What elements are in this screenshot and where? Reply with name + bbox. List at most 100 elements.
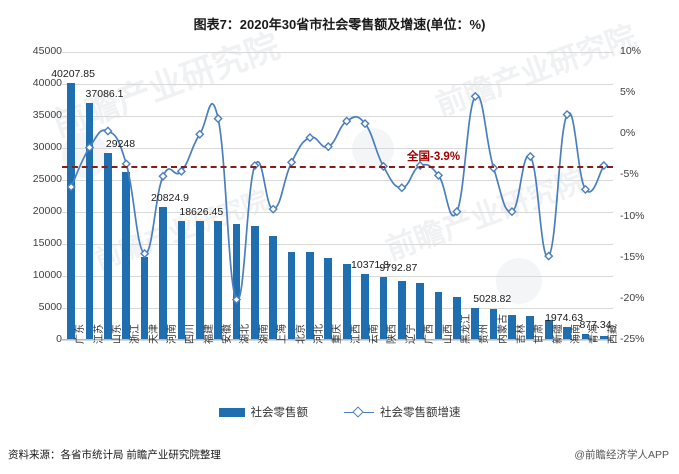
line-marker[interactable]: 甘肃: -2.7%	[525, 151, 535, 162]
x-axis-label: 云南	[369, 324, 381, 344]
x-axis-label: 青海	[589, 324, 601, 344]
bar[interactable]	[195, 220, 204, 340]
line-marker[interactable]: 天津: -14.5%	[140, 249, 150, 259]
bar[interactable]	[250, 226, 259, 340]
bar[interactable]	[471, 307, 480, 340]
line-marker[interactable]: 山西: -5%	[433, 170, 444, 181]
line-marker[interactable]: 广东: -6.4%	[66, 182, 76, 192]
line-marker[interactable]: 重庆: -1.5%	[323, 142, 333, 152]
line-marker[interactable]: 北京: -3.4%	[286, 157, 297, 167]
x-axis-label: 吉林	[515, 324, 527, 344]
bar-value-label: 9792.87	[379, 262, 418, 275]
legend-item-line[interactable]: 社会零售额增速	[344, 404, 461, 420]
bar[interactable]	[306, 252, 314, 340]
line-marker[interactable]: 湖北: -20.1%	[231, 295, 242, 305]
legend-label-bar: 社会零售额	[250, 407, 309, 419]
line-series: 广东: -6.4%江苏: -1.6%山东: 0.4%浙江: -3.6%天津: -…	[66, 91, 609, 305]
app-watermark-text: @前瞻经济学人APP	[574, 449, 669, 461]
line-marker[interactable]: 河南: -5.1%	[158, 171, 168, 181]
line-marker[interactable]: 辽宁: -6.5%	[397, 183, 407, 193]
bar[interactable]	[599, 335, 608, 340]
x-axis-label: 辽宁	[405, 324, 417, 344]
line-marker[interactable]: 贵州: 4.6%	[470, 91, 480, 102]
bar[interactable]	[122, 172, 131, 340]
bar[interactable]	[177, 220, 186, 340]
x-axis-label: 江苏	[93, 324, 105, 344]
line-marker[interactable]: 青海: -6.7%	[580, 184, 591, 195]
bar[interactable]	[581, 334, 590, 340]
line-marker[interactable]: 广西: -3.8%	[415, 160, 425, 171]
line-swatch-icon	[344, 407, 374, 417]
bar[interactable]	[563, 327, 571, 340]
bar[interactable]	[85, 102, 94, 340]
bar[interactable]	[140, 257, 149, 340]
line-marker[interactable]: 福建: 0%	[195, 129, 205, 139]
legend-item-bar[interactable]: 社会零售额	[218, 404, 309, 420]
line-marker[interactable]: 新疆: -14.8%	[544, 251, 554, 261]
bar[interactable]	[397, 281, 406, 340]
bar[interactable]	[269, 236, 278, 340]
gridline	[62, 148, 613, 149]
line-marker[interactable]: 河北: -0.4%	[305, 132, 315, 143]
bar[interactable]	[379, 277, 388, 340]
y-axis-left-tick: 40000	[32, 77, 62, 89]
y-axis-left-tick: 0	[56, 333, 62, 345]
y-axis-left-tick: 35000	[32, 109, 62, 121]
line-marker[interactable]: 山东: 0.4%	[103, 126, 113, 136]
bar[interactable]	[453, 297, 461, 340]
bar[interactable]	[232, 224, 241, 340]
x-axis-label: 天津	[148, 324, 160, 344]
gridline	[62, 84, 613, 85]
chart-legend: 社会零售额 社会零售额增速	[0, 404, 679, 420]
y-axis-right-tick: 10%	[620, 45, 642, 57]
x-axis-label: 江西	[350, 324, 362, 344]
y-axis-right-tick: -25%	[620, 333, 645, 345]
bar-value-label: 5028.82	[473, 292, 512, 305]
average-dashed-line	[62, 166, 613, 169]
line-marker[interactable]: 江西: 1.6%	[342, 116, 352, 126]
line-marker[interactable]: 安徽: 1.9%	[213, 114, 223, 124]
bar[interactable]	[159, 206, 167, 340]
bar[interactable]	[416, 283, 424, 340]
gridline	[62, 340, 613, 341]
x-axis-label: 山西	[442, 324, 454, 344]
line-marker[interactable]: 黑龙江: -9.4%	[452, 207, 462, 217]
line-marker[interactable]: 云南: 1.3%	[360, 118, 370, 129]
bar[interactable]	[526, 315, 535, 340]
bar-series	[62, 52, 613, 340]
bar[interactable]	[287, 251, 296, 340]
x-axis-label: 广东	[75, 324, 87, 344]
y-axis-right-tick: -5%	[620, 168, 639, 181]
bar[interactable]	[489, 309, 498, 340]
line-marker[interactable]: 四川: -4.5%	[176, 166, 186, 176]
gridline	[62, 180, 613, 181]
bar[interactable]	[544, 319, 553, 340]
y-axis-right-tick: 0%	[620, 127, 636, 140]
y-axis-left-tick: 15000	[32, 237, 62, 249]
x-axis-label: 上海	[277, 324, 289, 344]
bar[interactable]	[508, 315, 516, 340]
bar[interactable]	[342, 263, 351, 340]
bar[interactable]	[361, 273, 369, 340]
bar-swatch-icon	[218, 407, 245, 417]
bar-value-label: 877.34	[579, 319, 612, 332]
bar[interactable]	[434, 292, 443, 340]
x-axis-label: 河北	[313, 324, 325, 344]
x-axis-label: 内蒙古	[497, 314, 509, 344]
bar[interactable]	[324, 258, 333, 340]
line-marker[interactable]: 海南: 2.4%	[562, 109, 572, 120]
y-axis-right-tick: -15%	[620, 250, 645, 263]
x-axis-label: 陕西	[387, 324, 399, 344]
bar[interactable]	[104, 152, 112, 340]
average-annotation: 全国-3.9%	[407, 151, 461, 164]
line-marker[interactable]: 江苏: -1.6%	[84, 142, 95, 153]
line-marker[interactable]: 吉林: -9.4%	[507, 207, 517, 217]
x-axis-label: 广西	[424, 324, 436, 344]
line-marker[interactable]: 上海: -9.1%	[268, 204, 278, 214]
x-axis-label: 重庆	[332, 324, 344, 344]
x-axis-label: 西藏	[607, 324, 619, 344]
y-axis-left-tick: 25000	[32, 173, 62, 185]
bar[interactable]	[67, 82, 76, 340]
bar[interactable]	[214, 220, 222, 340]
